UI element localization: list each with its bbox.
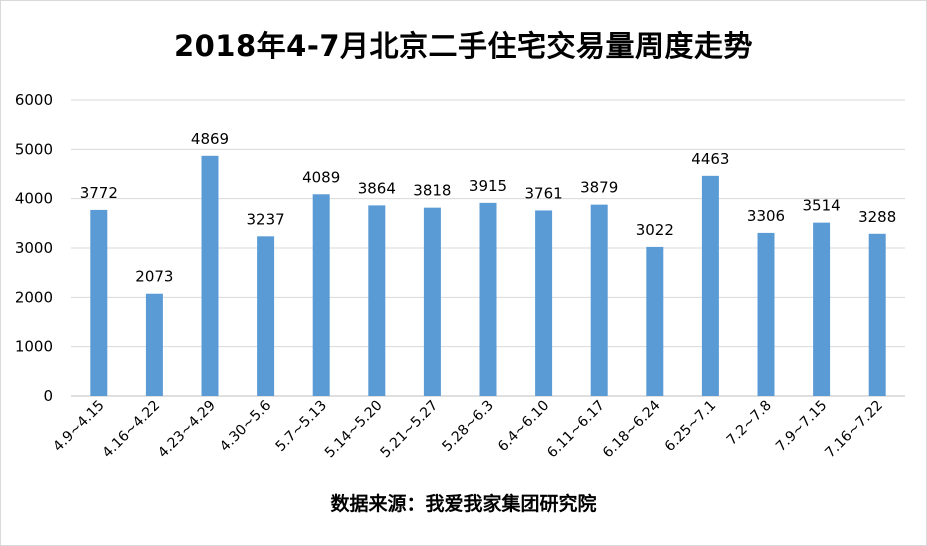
y-tick-label: 1000 [15,338,53,356]
x-tick-label: 6.4~6.10 [495,398,552,455]
y-tick-label: 0 [43,387,53,405]
x-tick-label: 5.28~6.3 [439,398,496,455]
x-tick-label: 6.25~7.1 [662,398,719,455]
data-label: 4089 [302,168,340,186]
y-tick-label: 2000 [15,288,53,306]
x-tick-label: 5.14~5.20 [322,398,386,462]
data-label: 3879 [580,179,618,197]
bar [201,155,219,396]
data-label: 4869 [191,130,229,148]
x-tick-label: 4.16~4.22 [100,398,164,462]
y-tick-label: 3000 [15,239,53,257]
data-label: 3237 [247,210,285,228]
bar [757,232,775,396]
bar [479,202,497,396]
data-label: 3306 [747,207,785,225]
bar [145,293,163,396]
bar [423,207,441,396]
y-tick-label: 4000 [15,190,53,208]
x-tick-label: 7.2~7.8 [724,398,775,449]
data-label: 3864 [358,179,396,197]
y-tick-label: 6000 [15,91,53,109]
bar [312,194,330,396]
source-note: 数据来源：我爱我家集团研究院 [330,493,597,515]
x-tick-label: 4.23~4.29 [155,398,219,462]
data-label: 3288 [858,208,896,226]
bar [868,233,886,396]
x-tick-label: 5.21~5.27 [378,398,442,462]
bar [590,204,608,396]
x-tick-label: 7.9~7.15 [773,398,830,455]
data-label: 3772 [80,184,118,202]
bar [535,210,553,396]
bar [90,209,108,396]
bar [813,222,831,396]
data-label: 3915 [469,177,507,195]
data-label: 3818 [413,182,451,200]
data-label: 4463 [691,150,729,168]
x-tick-label: 4.9~4.15 [50,398,107,455]
x-tick-label: 4.30~5.6 [217,397,274,454]
data-label: 3022 [636,221,674,239]
x-tick-label: 6.18~6.24 [600,397,664,461]
data-label: 2073 [135,268,173,286]
bar [257,236,275,396]
x-tick-label: 7.16~7.22 [822,398,886,462]
x-tick-label: 5.7~5.13 [273,398,330,455]
x-tick-label: 6.11~6.17 [544,398,608,462]
data-label: 3761 [525,184,563,202]
bar [701,175,719,396]
bar [646,246,664,396]
bar [368,205,386,396]
chart-title: 2018年4-7月北京二手住宅交易量周度走势 [173,29,754,63]
y-tick-label: 5000 [15,140,53,158]
data-label: 3514 [803,197,841,215]
